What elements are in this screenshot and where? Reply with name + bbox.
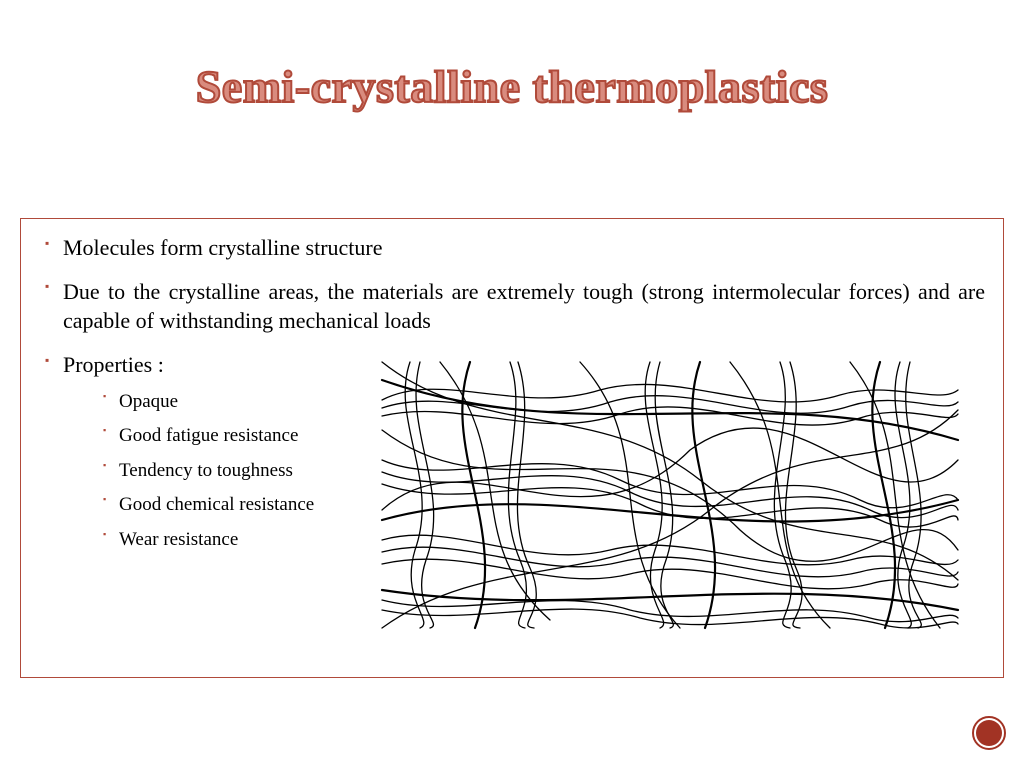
list-item-text: Due to the crystalline areas, the materi…: [63, 279, 985, 334]
slide: Semi-crystalline thermoplastics Molecule…: [0, 0, 1024, 768]
polymer-network-illustration: [380, 360, 960, 630]
list-item-text: Molecules form crystalline structure: [63, 235, 383, 260]
slide-title: Semi-crystalline thermoplastics: [0, 60, 1024, 113]
list-item-text: Properties :: [63, 352, 164, 377]
list-item: Molecules form crystalline structure: [45, 233, 985, 263]
slide-badge-icon: [972, 716, 1006, 750]
list-item: Due to the crystalline areas, the materi…: [45, 277, 985, 336]
